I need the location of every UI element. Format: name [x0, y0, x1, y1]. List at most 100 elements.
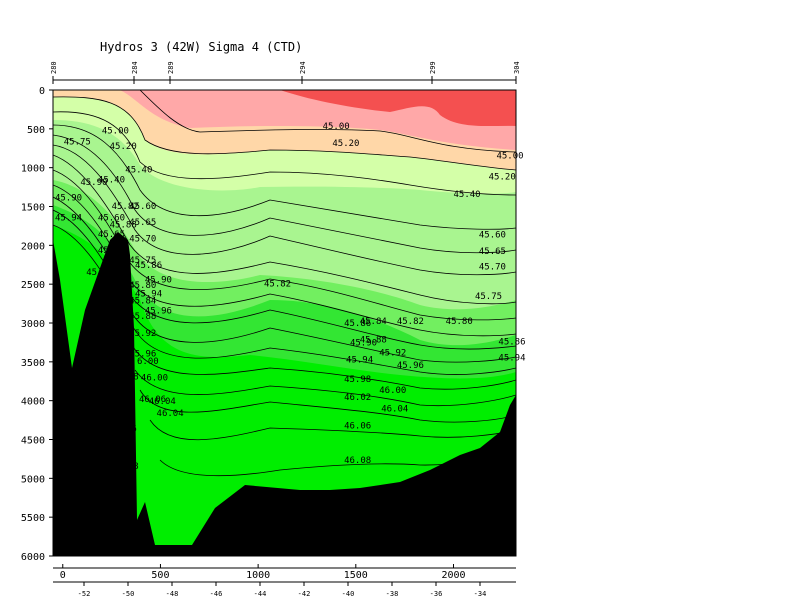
seafloor-bathymetry [53, 232, 516, 556]
contour-label: 45.86 [498, 338, 525, 348]
contour-label: 45.96 [145, 307, 172, 317]
y-tick-label: 0 [39, 86, 45, 97]
contour-label: 45.40 [98, 175, 125, 185]
contour-label: 45.94 [346, 356, 373, 366]
lon-tick-label: -46 [210, 590, 223, 598]
contour-label: 45.70 [129, 234, 156, 244]
y-tick-label: 6000 [21, 552, 45, 563]
lon-tick-label: -38 [386, 590, 399, 598]
contour-label: 46.04 [157, 409, 184, 419]
contour-label: 46.06 [139, 395, 166, 405]
lon-tick-label: -48 [166, 590, 179, 598]
contour-label: 45.86 [344, 319, 371, 329]
lon-tick-label: -40 [342, 590, 355, 598]
contour-label: 45.00 [496, 151, 523, 161]
contour-label: 45.82 [397, 317, 424, 327]
contour-label: 45.75 [86, 268, 113, 278]
y-tick-label: 5000 [21, 474, 45, 485]
contour-label: 45.92 [379, 349, 406, 359]
contour-label: 45.94 [55, 213, 82, 223]
contour-label: 45.92 [98, 339, 125, 349]
contour-label: 46.00 [379, 386, 406, 396]
contour-label: 45.75 [475, 292, 502, 302]
contour-label: 45.84 [98, 307, 125, 317]
lon-tick-label: -44 [254, 590, 267, 598]
y-tick-label: 3500 [21, 358, 45, 369]
y-tick-label: 5500 [21, 513, 45, 524]
contour-label: 45.88 [98, 323, 125, 333]
station-label: 294 [299, 61, 307, 74]
y-axis: 0 500 1000 1500 2000 2500 3000 3500 4000 4500 5000… [21, 86, 53, 563]
contour-label: 45.75 [129, 256, 156, 266]
contour-label: 45.65 [479, 247, 506, 257]
contour-label: 45.86 [135, 261, 162, 271]
contour-label: 45.70 [479, 262, 506, 272]
contour-label: 45.40 [453, 190, 480, 200]
lon-tick-label: -52 [78, 590, 91, 598]
x-tick-label: 1500 [344, 570, 368, 581]
chart-title: Hydros 3 (42W) Sigma 4 (CTD) [100, 40, 302, 54]
contour-label: 45.80 [446, 317, 473, 327]
y-tick-label: 1500 [21, 203, 45, 214]
x-axis-longitude: -52 -50 -48 -46 -44 -42 -40 -38 -36 -34 [53, 581, 516, 598]
contour-label: 45.90 [145, 276, 172, 286]
contour-label: 45.80 [98, 291, 125, 301]
contour-label: 45.90 [80, 178, 107, 188]
contour-label: 45.84 [360, 317, 387, 327]
contour-label: 45.20 [110, 142, 137, 152]
y-tick-label: 4000 [21, 397, 45, 408]
y-tick-label: 2500 [21, 280, 45, 291]
contour-label: 45.60 [98, 213, 125, 223]
contour-label: 45.88 [360, 335, 387, 345]
station-label: 304 [513, 61, 521, 74]
station-label: 284 [131, 61, 139, 74]
y-tick-label: 4500 [21, 436, 45, 447]
contour-label: 45.94 [135, 290, 162, 300]
contour-label: 6.00 [137, 357, 159, 367]
contour-label: 45.65 [98, 230, 125, 240]
x-axis-distance: 0 500 1000 1500 2000 [53, 564, 516, 581]
x-tick-label: 0 [60, 570, 66, 581]
contour-label: 45.60 [479, 231, 506, 241]
lon-tick-label: -36 [430, 590, 443, 598]
station-label: 299 [429, 61, 437, 74]
lon-tick-label: -42 [298, 590, 311, 598]
contour-label: 45.96 [397, 361, 424, 371]
x-tick-label: 2000 [441, 570, 465, 581]
contour-label: 45.84 [129, 297, 156, 307]
contour-label: 45.88 [129, 312, 156, 322]
contour-label: 46.06 [110, 425, 137, 435]
y-tick-label: 500 [27, 125, 45, 136]
contour-label: 45.80 [129, 281, 156, 291]
contour-label: 45.82 [264, 279, 291, 289]
contour-label: 46.02 [344, 393, 371, 403]
y-tick-label: 3000 [21, 319, 45, 330]
contour-label: 45.82 [112, 202, 139, 212]
station-label: 280 [50, 61, 58, 74]
lon-tick-label: -34 [474, 590, 487, 598]
contour-label: 45.90 [350, 339, 377, 349]
contour-label: 46.02 [102, 401, 129, 411]
contour-label: 45.60 [129, 202, 156, 212]
contour-label: 46.08 [112, 462, 139, 472]
contour-label: 46.00 [141, 373, 168, 383]
contour-label: 45.40 [125, 165, 152, 175]
contour-label: 45.88 [110, 220, 137, 230]
station-label: 289 [167, 61, 175, 74]
contour-label: 45.96 [129, 349, 156, 359]
station-axis: 280 284 289 294 299 304 [50, 61, 521, 84]
x-tick-label: 1000 [246, 570, 270, 581]
band-red [280, 90, 516, 127]
contour-label: 45.00 [102, 126, 129, 136]
contour-label: 45.75 [64, 137, 91, 147]
contour-label: 45.20 [489, 172, 516, 182]
contour-label: 46.00 [108, 386, 135, 396]
y-tick-label: 2000 [21, 241, 45, 252]
contour-label: 45.94 [498, 353, 525, 363]
contour-label: 45.65 [129, 218, 156, 228]
contour-label: 45.70 [98, 246, 125, 256]
contour-label: 46.08 [344, 456, 371, 466]
contour-fill-layer [53, 90, 516, 556]
